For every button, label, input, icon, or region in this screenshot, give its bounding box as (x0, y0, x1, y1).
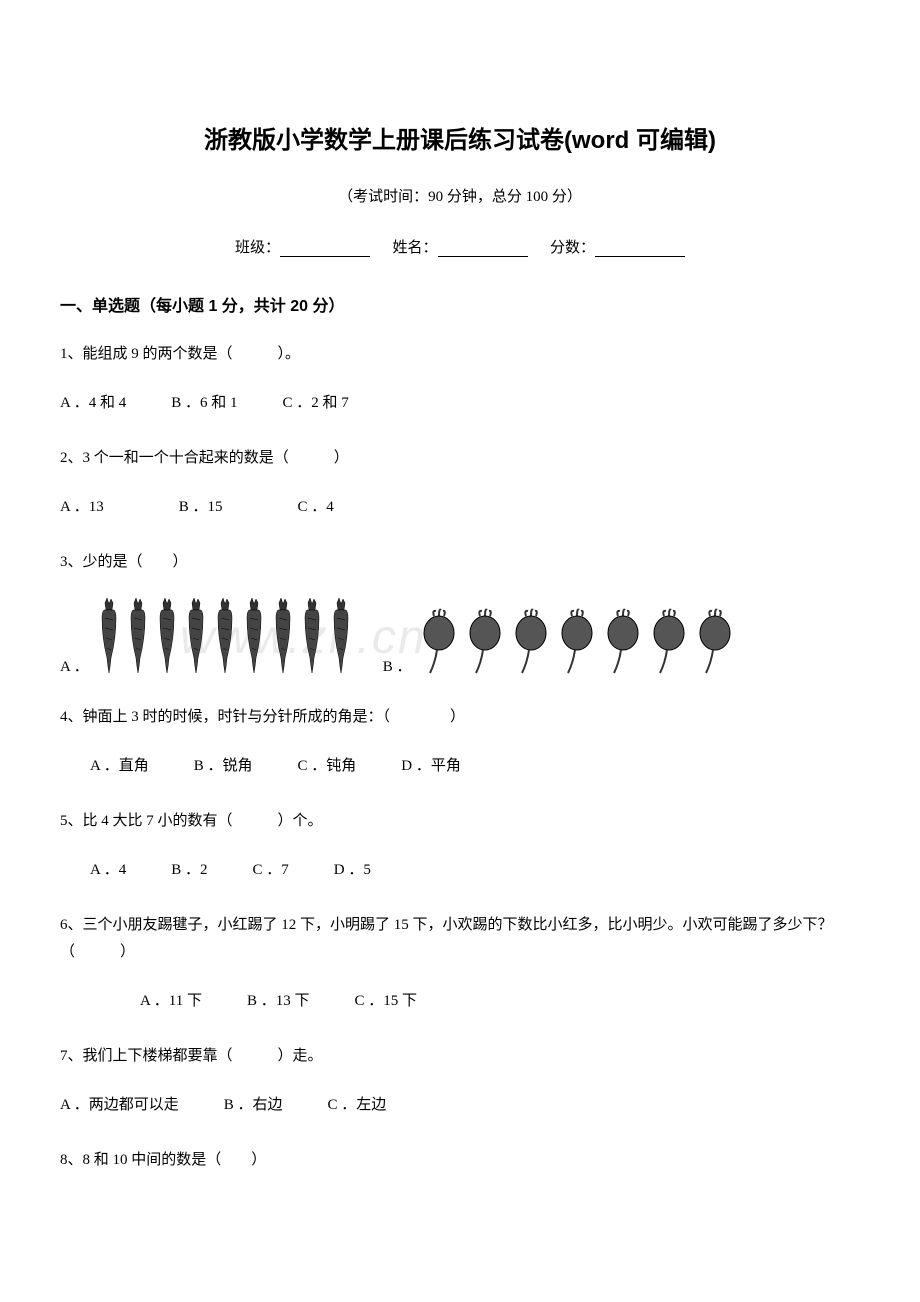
score-label: 分数： (550, 240, 595, 256)
radish-icon (420, 608, 458, 676)
question-4: 4、钟面上 3 时的时候，时针与分针所成的角是：（ ） (60, 704, 860, 731)
question-2-options: A ．13 B ．15 C ．4 (60, 494, 860, 521)
question-7: 7、我们上下楼梯都要靠（ ）走。 (60, 1043, 860, 1070)
question-3-images: A ． (60, 598, 860, 676)
score-blank (595, 241, 685, 257)
carrot-icon (126, 598, 150, 676)
option-a-label: A ． (60, 655, 89, 676)
radish-icon (466, 608, 504, 676)
exam-info: （考试时间：90 分钟，总分 100 分） (60, 185, 860, 206)
radish-group (420, 608, 734, 676)
question-2: 2、3 个一和一个十合起来的数是（ ） (60, 445, 860, 472)
radish-icon (696, 608, 734, 676)
question-3: 3、少的是（ ） (60, 549, 860, 576)
carrot-icon (300, 598, 324, 676)
section-1-header: 一、单选题（每小题 1 分，共计 20 分） (60, 292, 860, 316)
carrot-icon (329, 598, 353, 676)
question-4-options: A ．直角 B ．锐角 C ．钝角 D ．平角 (60, 753, 860, 780)
class-blank (280, 241, 370, 257)
name-blank (438, 241, 528, 257)
carrot-icon (213, 598, 237, 676)
question-7-options: A ．两边都可以走 B ．右边 C ．左边 (60, 1092, 860, 1119)
question-1-options: A ．4 和 4 B ．6 和 1 C ．2 和 7 (60, 390, 860, 417)
carrot-group (97, 598, 353, 676)
question-5-options: A ．4 B ．2 C ．7 D ．5 (60, 857, 860, 884)
radish-icon (650, 608, 688, 676)
question-8: 8、8 和 10 中间的数是（ ） (60, 1147, 860, 1174)
question-6-options: A ．11 下 B ．13 下 C ．15 下 (60, 988, 860, 1015)
question-5: 5、比 4 大比 7 小的数有（ ）个。 (60, 808, 860, 835)
radish-icon (512, 608, 550, 676)
document-content: 浙教版小学数学上册课后练习试卷(word 可编辑) （考试时间：90 分钟，总分… (60, 120, 860, 1174)
class-label: 班级： (235, 240, 280, 256)
radish-icon (604, 608, 642, 676)
question-6: 6、三个小朋友踢毽子，小红踢了 12 下，小明踢了 15 下，小欢踢的下数比小红… (60, 912, 860, 966)
carrot-icon (242, 598, 266, 676)
radish-icon (558, 608, 596, 676)
carrot-icon (271, 598, 295, 676)
document-title: 浙教版小学数学上册课后练习试卷(word 可编辑) (60, 120, 860, 155)
name-label: 姓名： (392, 240, 437, 256)
carrot-icon (155, 598, 179, 676)
question-1: 1、能组成 9 的两个数是（ ）。 (60, 341, 860, 368)
student-info-line: 班级： 姓名： 分数： (60, 236, 860, 257)
carrot-icon (184, 598, 208, 676)
carrot-icon (97, 598, 121, 676)
option-b-label: B ． (383, 655, 412, 676)
